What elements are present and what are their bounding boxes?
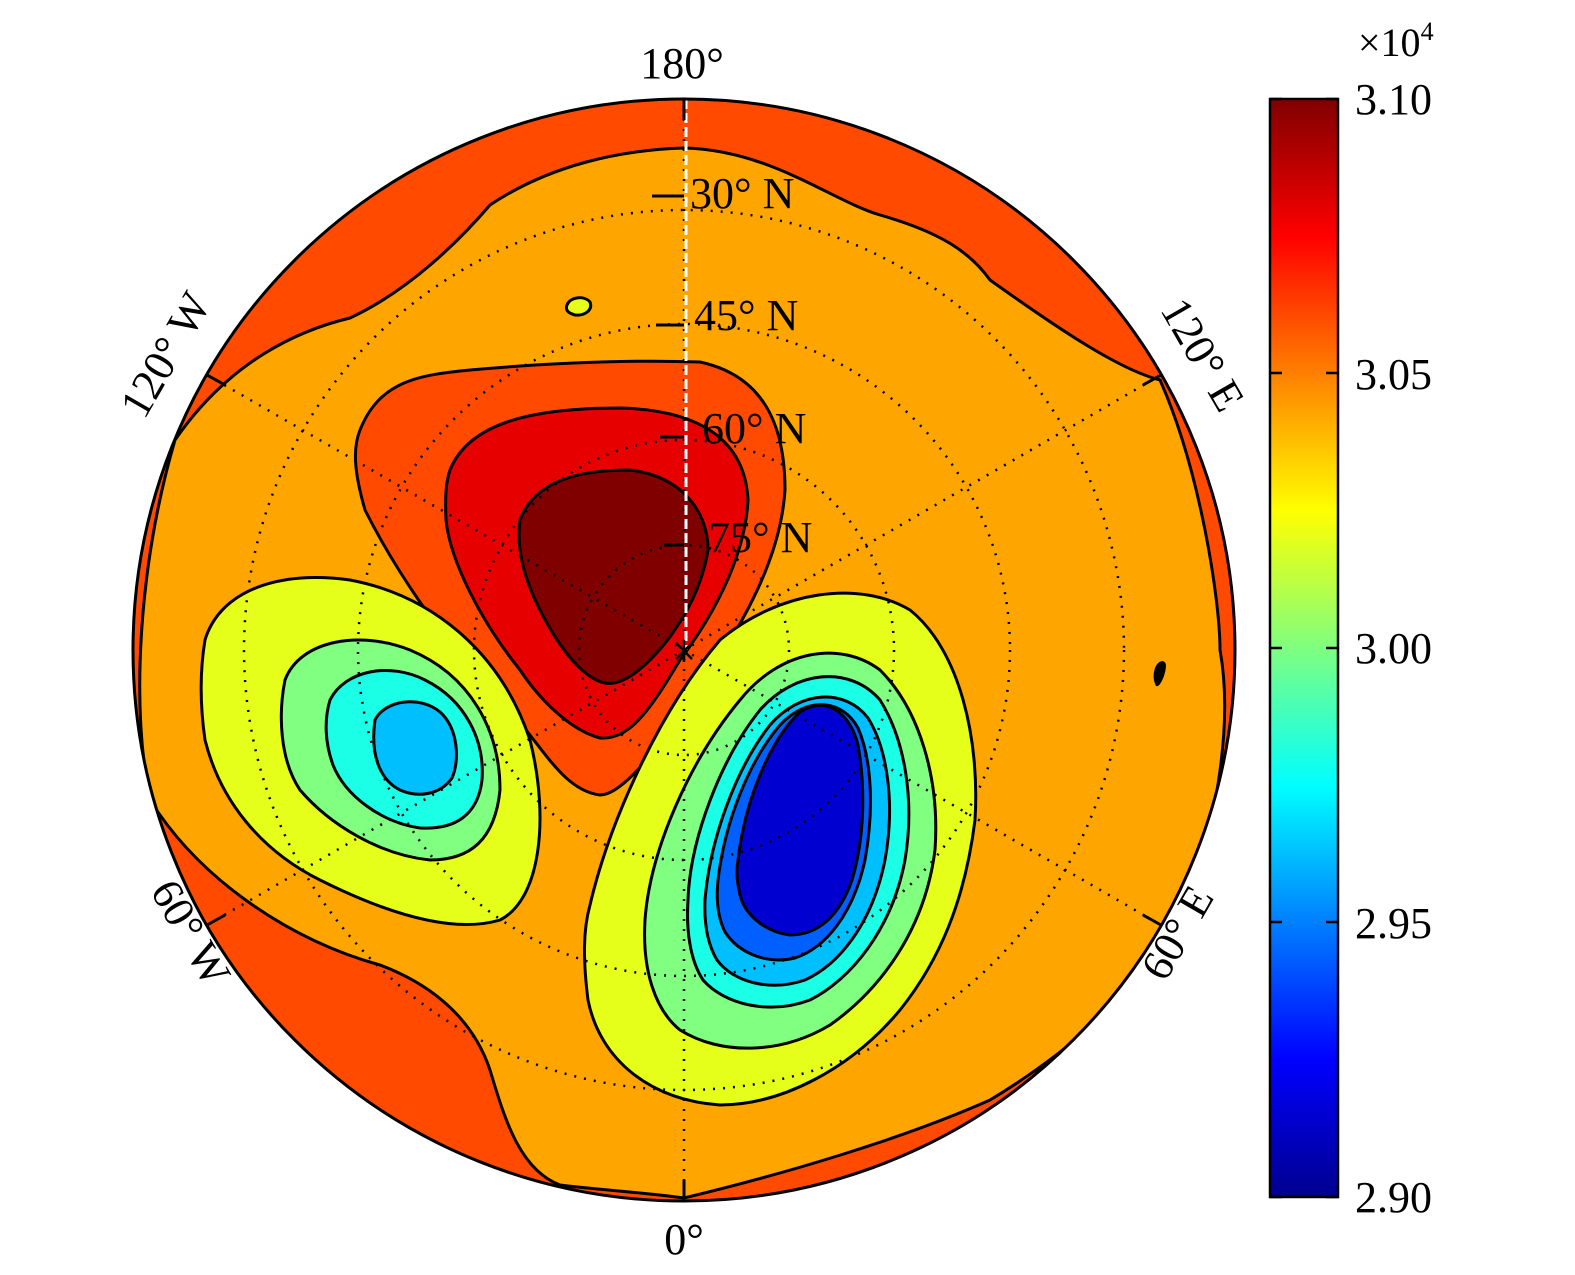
left-low-2-96 — [372, 700, 458, 796]
contour-field — [133, 99, 1235, 1201]
high-core-3-10 — [517, 468, 710, 685]
colorbar-tick-3-00: 3.00 — [1355, 624, 1432, 673]
north-pole-marker — [675, 640, 693, 662]
small-dark-contour — [1153, 661, 1166, 687]
colorbar: ×104 3.10 3.05 3.00 2.95 2.90 — [1268, 17, 1434, 1222]
lon-label-180: 180° — [640, 39, 724, 88]
colorbar-tick-2-90: 2.90 — [1355, 1173, 1432, 1222]
lat-label-45n: 45° N — [694, 291, 798, 340]
latitude-ticks — [652, 194, 684, 547]
latitude-circle-60n — [472, 438, 896, 862]
colorbar-tick-3-05: 3.05 — [1355, 350, 1432, 399]
colorbar-multiplier: ×104 — [1358, 17, 1434, 65]
lat-label-30n: 30° N — [690, 169, 794, 218]
colorbar-ticks — [1270, 97, 1338, 1199]
lon-label-0: 0° — [664, 1215, 704, 1264]
colorbar-tick-2-95: 2.95 — [1355, 899, 1432, 948]
latitude-circle-45n — [356, 322, 1012, 978]
lat-label-75n: 75° N — [708, 513, 812, 562]
lat-label-60n: 60° N — [702, 404, 806, 453]
small-yellow-contour — [564, 296, 593, 317]
colorbar-exponent: 4 — [1421, 17, 1434, 46]
longitude-ticks — [206, 99, 1162, 1201]
latitude-circle-75n — [577, 543, 791, 757]
colorbar-tick-3-10: 3.10 — [1355, 75, 1432, 124]
right-low-2-92 — [735, 703, 865, 937]
